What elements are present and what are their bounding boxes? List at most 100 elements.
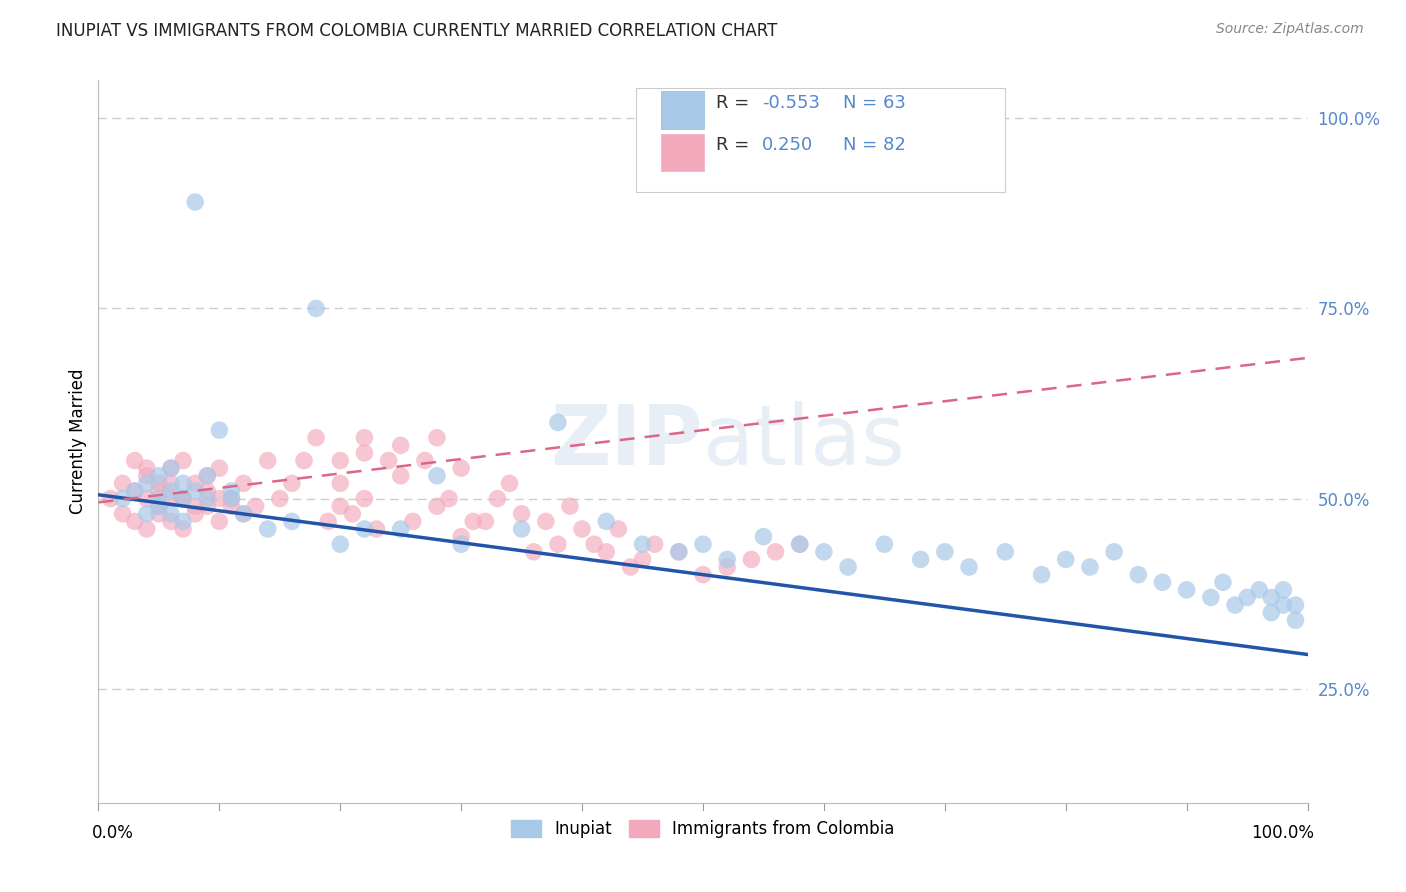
Point xyxy=(595,545,617,559)
Point xyxy=(813,545,835,559)
Point xyxy=(172,491,194,506)
Text: 0.0%: 0.0% xyxy=(93,824,134,842)
Point xyxy=(402,515,425,529)
Point xyxy=(668,545,690,559)
Point xyxy=(1272,598,1295,612)
Point xyxy=(353,431,375,445)
Point xyxy=(692,567,714,582)
Point xyxy=(377,453,399,467)
Point xyxy=(208,461,231,475)
Point xyxy=(450,537,472,551)
Point xyxy=(510,522,533,536)
Point xyxy=(366,522,388,536)
Point xyxy=(232,507,254,521)
Point xyxy=(184,476,207,491)
Point xyxy=(910,552,932,566)
Point xyxy=(148,468,170,483)
Point xyxy=(245,499,267,513)
Point xyxy=(474,515,496,529)
Point xyxy=(329,453,352,467)
Point xyxy=(1078,560,1101,574)
Point xyxy=(486,491,509,506)
Point xyxy=(135,476,157,491)
Point xyxy=(148,483,170,498)
Point xyxy=(583,537,606,551)
Point xyxy=(160,476,183,491)
Point xyxy=(1054,552,1077,566)
Point xyxy=(305,301,328,316)
Point xyxy=(1260,606,1282,620)
Point xyxy=(135,507,157,521)
Point xyxy=(160,507,183,521)
Point xyxy=(450,461,472,475)
Point xyxy=(148,499,170,513)
Text: R =: R = xyxy=(716,136,755,154)
Point xyxy=(195,491,218,506)
Point xyxy=(353,446,375,460)
Point xyxy=(172,476,194,491)
FancyBboxPatch shape xyxy=(637,87,1005,193)
Point xyxy=(124,483,146,498)
Point xyxy=(558,499,581,513)
Point xyxy=(389,438,412,452)
Point xyxy=(184,507,207,521)
Point xyxy=(547,416,569,430)
Point xyxy=(316,515,339,529)
Point xyxy=(281,515,304,529)
Point xyxy=(160,483,183,498)
Point xyxy=(595,515,617,529)
Point xyxy=(389,468,412,483)
Point xyxy=(148,476,170,491)
Point xyxy=(221,491,243,506)
Point xyxy=(148,499,170,513)
Point xyxy=(534,515,557,529)
Text: N = 82: N = 82 xyxy=(844,136,905,154)
Point xyxy=(184,483,207,498)
Point xyxy=(221,491,243,506)
Point xyxy=(256,453,278,467)
Text: atlas: atlas xyxy=(703,401,904,482)
Point xyxy=(1236,591,1258,605)
Point xyxy=(305,431,328,445)
Point xyxy=(619,560,641,574)
Point xyxy=(111,507,134,521)
Text: 100.0%: 100.0% xyxy=(1250,824,1313,842)
Point xyxy=(957,560,980,574)
Point xyxy=(353,491,375,506)
Point xyxy=(789,537,811,551)
Point xyxy=(1223,598,1246,612)
Point xyxy=(1260,591,1282,605)
Point xyxy=(100,491,122,506)
Point xyxy=(547,537,569,551)
Point xyxy=(195,499,218,513)
Point xyxy=(184,499,207,513)
Point xyxy=(1199,591,1222,605)
Legend: Inupiat, Immigrants from Colombia: Inupiat, Immigrants from Colombia xyxy=(505,814,901,845)
Point xyxy=(148,491,170,506)
Point xyxy=(498,476,520,491)
Point xyxy=(269,491,291,506)
Point xyxy=(740,552,762,566)
Point xyxy=(413,453,436,467)
Point xyxy=(426,468,449,483)
Point xyxy=(124,515,146,529)
Point xyxy=(329,537,352,551)
Point xyxy=(716,560,738,574)
Y-axis label: Currently Married: Currently Married xyxy=(69,368,87,515)
Point xyxy=(1175,582,1198,597)
Point xyxy=(135,468,157,483)
Point xyxy=(232,507,254,521)
Point xyxy=(184,194,207,209)
Text: R =: R = xyxy=(716,94,755,112)
Point xyxy=(232,476,254,491)
Point xyxy=(342,507,364,521)
Point xyxy=(523,545,546,559)
Point xyxy=(1031,567,1053,582)
Point xyxy=(256,522,278,536)
Point xyxy=(172,453,194,467)
Point xyxy=(292,453,315,467)
Point xyxy=(160,491,183,506)
Point xyxy=(1152,575,1174,590)
Text: N = 63: N = 63 xyxy=(844,94,905,112)
Point xyxy=(668,545,690,559)
